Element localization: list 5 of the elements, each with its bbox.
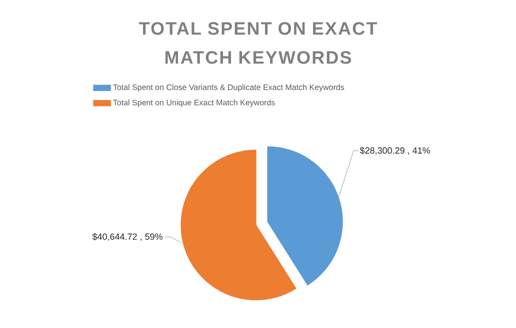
chart-title: TOTAL SPENT ON EXACT MATCH KEYWORDS <box>139 22 377 64</box>
data-label: $40,644.72 , 59% <box>92 233 162 241</box>
legend-label: Total Spent on Unique Exact Match Keywords <box>113 99 275 107</box>
data-label: $28,300.29 , 41% <box>360 146 430 155</box>
legend-label: Total Spent on Close Variants & Duplicate Exact Match Keywords <box>113 84 344 92</box>
